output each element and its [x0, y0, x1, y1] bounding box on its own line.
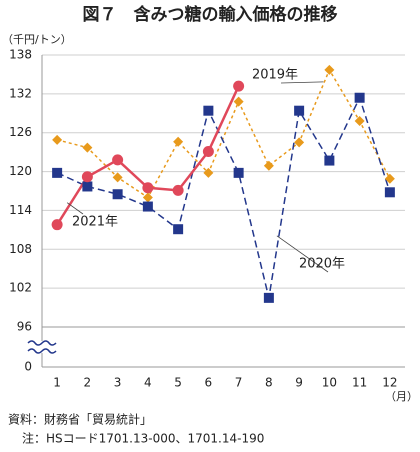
x-tick-label: 1 [53, 376, 61, 390]
series-line [56, 68, 391, 199]
marker [384, 173, 395, 184]
x-tick-label: 10 [322, 376, 337, 390]
marker [233, 96, 244, 107]
y-tick-label: 126 [9, 125, 32, 139]
marker [324, 64, 335, 75]
x-tick-label: 5 [174, 376, 182, 390]
x-tick-label: 7 [235, 376, 243, 390]
marker [233, 167, 244, 178]
y-tick-label: 108 [9, 242, 32, 256]
marker [173, 224, 184, 235]
marker [82, 142, 93, 153]
x-tick-label: 11 [352, 376, 367, 390]
y-tick-label: 132 [9, 86, 32, 100]
source: 資料：財務省「貿易統計」 [8, 412, 152, 427]
x-tick-label: 4 [144, 376, 152, 390]
marker [354, 116, 365, 127]
marker [142, 182, 154, 194]
y-tick-label: 96 [17, 320, 32, 334]
axis-break [27, 348, 57, 354]
marker [294, 137, 305, 148]
y-unit: （千円/トン） [2, 33, 72, 46]
marker [324, 155, 335, 166]
marker [52, 134, 63, 145]
axis-break [27, 340, 57, 346]
y-tick-label: 114 [9, 203, 32, 217]
note: 注：HSコード1701.13-000、1701.14-190 [22, 431, 264, 446]
marker [82, 181, 93, 192]
x-tick-label: 8 [265, 376, 273, 390]
chart-title: 図７ 含みつ糖の輸入価格の推移 [83, 4, 338, 25]
x-tick-label: 2 [84, 376, 92, 390]
marker [172, 184, 184, 196]
x-tick-label: 9 [295, 376, 303, 390]
marker [112, 172, 123, 183]
x-tick-label: 6 [205, 376, 213, 390]
leader-line [280, 81, 324, 84]
series-label: 2020年 [299, 257, 345, 272]
marker [202, 145, 214, 157]
leader-line [276, 235, 329, 273]
marker [81, 171, 93, 183]
marker [294, 105, 305, 116]
series-label: 2021年 [72, 215, 118, 230]
marker [384, 187, 395, 198]
leader-line [66, 202, 84, 215]
series-line [56, 95, 391, 299]
marker [52, 167, 63, 178]
marker [173, 136, 184, 147]
y-tick-label: 120 [9, 164, 32, 178]
marker [142, 192, 153, 203]
marker [203, 167, 214, 178]
marker [263, 160, 274, 171]
y-tick-label: 138 [9, 48, 32, 62]
x-tick-label: 3 [114, 376, 122, 390]
x-unit: （月） [385, 390, 418, 403]
marker [51, 219, 63, 231]
marker [263, 292, 274, 303]
y-tick-label: 0 [24, 360, 32, 374]
marker [354, 92, 365, 103]
marker [203, 105, 214, 116]
y-tick-label: 102 [9, 281, 32, 295]
marker [142, 201, 153, 212]
marker [112, 189, 123, 200]
marker [233, 80, 245, 92]
marker [112, 154, 124, 166]
series-label: 2019年 [252, 68, 298, 83]
x-tick-label: 12 [382, 376, 397, 390]
